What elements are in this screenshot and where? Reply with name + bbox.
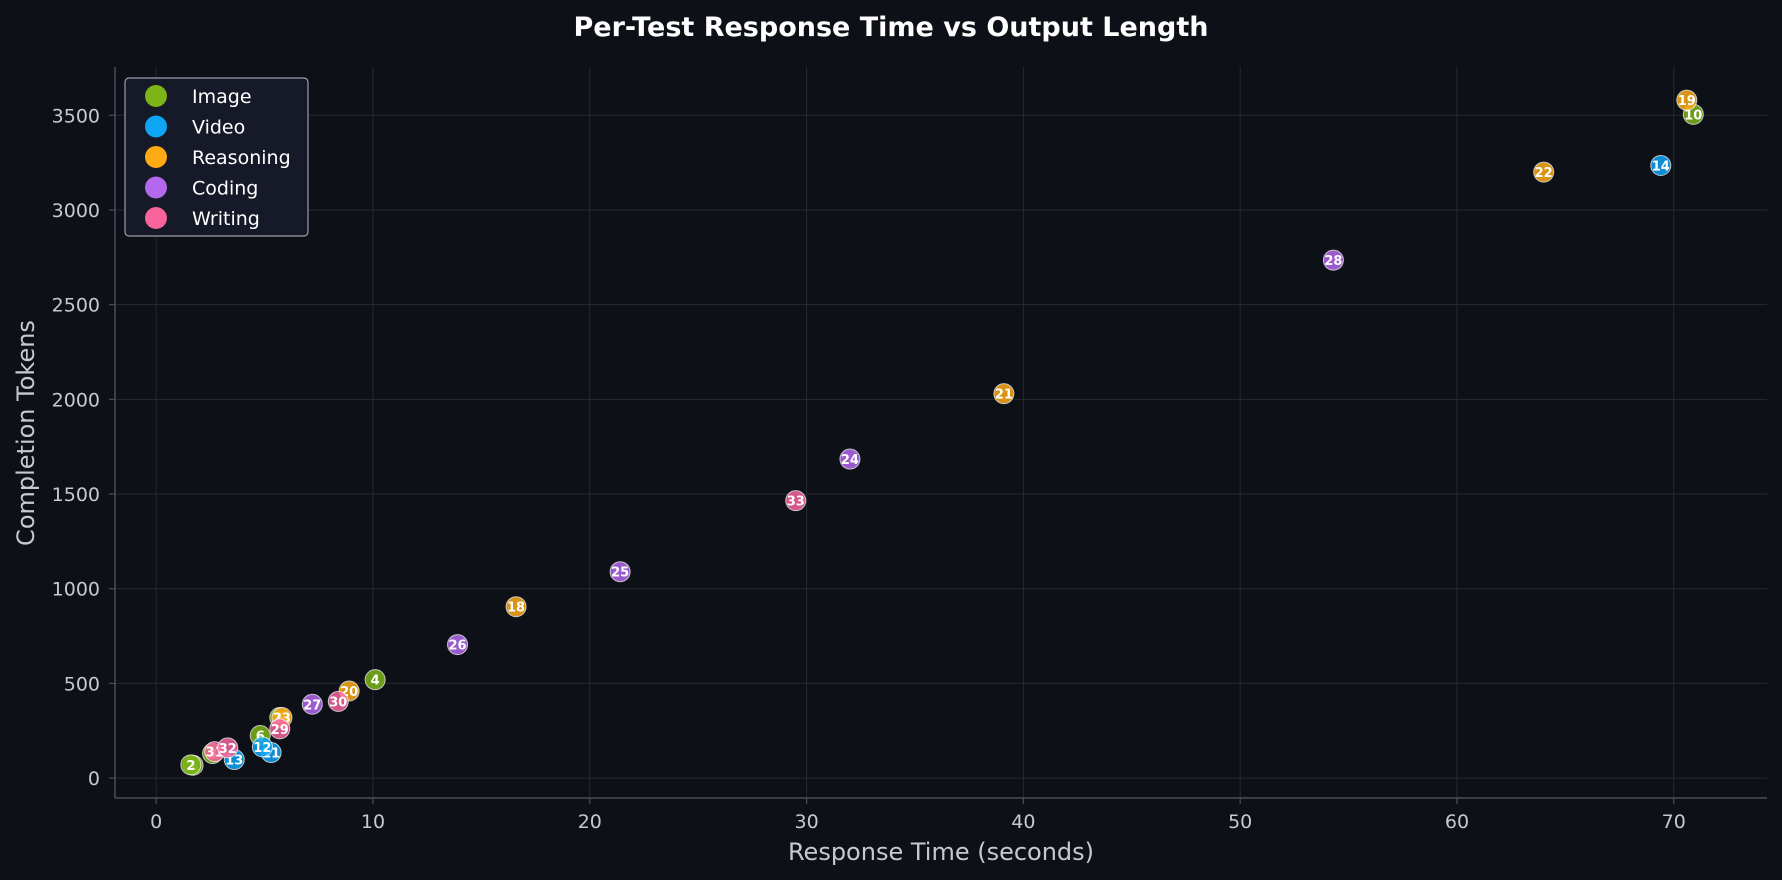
x-tick-label: 0 <box>150 811 162 833</box>
data-point-label: 21 <box>995 388 1013 403</box>
legend-label: Reasoning <box>192 147 291 169</box>
x-tick-label: 20 <box>578 811 602 833</box>
x-tick-label: 50 <box>1228 811 1252 833</box>
data-point <box>505 596 527 618</box>
data-point-label: 14 <box>1652 159 1670 174</box>
data-point-label: 25 <box>611 566 629 581</box>
data-point <box>1533 161 1555 183</box>
legend-marker <box>145 85 167 107</box>
x-tick-label: 30 <box>794 811 818 833</box>
y-axis-ticks: 0 500 1000 1500 2000 2500 3000 3500 <box>52 105 115 790</box>
series-coding: 24 25 26 27 28 <box>301 249 1344 715</box>
x-axis-label: Response Time (seconds) <box>788 838 1094 866</box>
data-point <box>1322 249 1344 271</box>
data-point <box>364 669 386 691</box>
data-point-label: 10 <box>1684 108 1702 123</box>
data-point-label: 12 <box>253 741 271 756</box>
x-tick-label: 60 <box>1445 811 1469 833</box>
data-point-label: 32 <box>219 742 237 757</box>
data-point <box>327 690 349 712</box>
legend-marker <box>145 207 167 229</box>
legend-label: Coding <box>192 178 258 200</box>
data-point-label: 28 <box>1324 254 1342 269</box>
data-point-label: 26 <box>448 639 466 654</box>
data-point <box>839 448 861 470</box>
data-point-label: 30 <box>329 695 347 710</box>
chart-title: Per-Test Response Time vs Output Length <box>574 12 1209 43</box>
x-tick-label: 70 <box>1662 811 1686 833</box>
data-point <box>1650 154 1672 176</box>
legend-label: Video <box>192 117 245 139</box>
legend-label: Writing <box>192 208 260 230</box>
data-point-label: 27 <box>303 698 321 713</box>
y-tick-label: 2000 <box>52 389 100 411</box>
data-point <box>180 754 202 776</box>
y-tick-label: 3000 <box>52 200 100 222</box>
x-tick-label: 10 <box>361 811 385 833</box>
data-point <box>447 634 469 656</box>
data-point <box>217 737 239 759</box>
y-tick-label: 500 <box>64 673 100 695</box>
legend-marker <box>145 176 167 199</box>
y-axis-label: Completion Tokens <box>12 320 40 546</box>
data-point-label: 2 <box>186 759 195 774</box>
data-point-label: 29 <box>271 723 289 738</box>
data-point <box>993 383 1015 405</box>
axes <box>114 67 1767 799</box>
data-point <box>609 561 631 583</box>
data-point-label: 24 <box>841 453 859 468</box>
data-point <box>301 693 323 715</box>
legend-label: Image <box>192 86 252 108</box>
grid-lines <box>115 67 1767 798</box>
y-tick-label: 1500 <box>52 484 100 506</box>
y-tick-label: 3500 <box>52 105 100 127</box>
data-point-label: 18 <box>507 601 525 616</box>
data-point-label: 22 <box>1535 166 1553 181</box>
legend-marker <box>145 115 167 138</box>
data-point <box>251 736 273 758</box>
x-tick-label: 40 <box>1011 811 1035 833</box>
data-point-label: 19 <box>1678 94 1696 109</box>
data-point <box>785 490 807 512</box>
data-point-label: 33 <box>787 495 805 510</box>
y-tick-label: 0 <box>88 768 100 790</box>
data-point <box>269 718 291 740</box>
y-tick-label: 1000 <box>52 579 100 601</box>
legend: Image Video Reasoning Coding Writing <box>124 77 309 237</box>
legend-box <box>124 77 309 237</box>
data-points: 1234561011121314181920212223242526272829… <box>180 89 1704 776</box>
legend-marker <box>145 146 167 168</box>
data-point <box>1676 89 1698 111</box>
x-axis-ticks: 0 10 20 30 40 50 60 70 <box>150 798 1686 833</box>
y-tick-label: 2500 <box>52 295 100 317</box>
data-point-label: 4 <box>371 674 380 689</box>
